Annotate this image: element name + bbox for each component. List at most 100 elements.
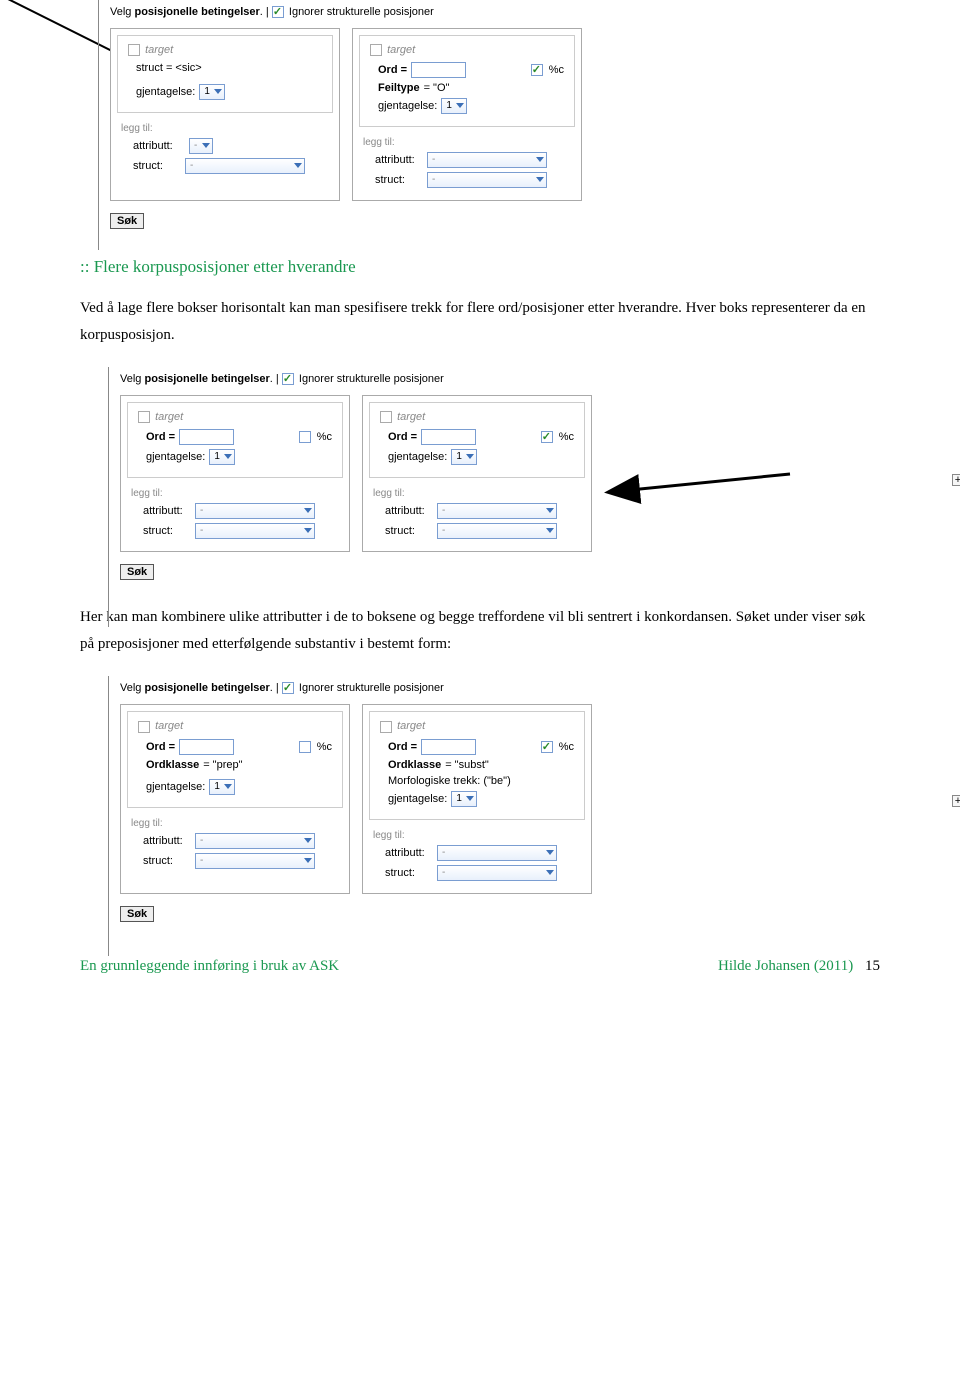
- ord-label: Ord =: [388, 431, 417, 443]
- attributt-label: attributt:: [143, 835, 191, 847]
- pctc-label: %c: [317, 741, 332, 753]
- gjentagelse-label: gjentagelse:: [388, 793, 447, 805]
- gjentagelse-select-3a[interactable]: 1: [209, 779, 235, 795]
- position-box-1a: target struct = <sic> gjentagelse: 1 leg…: [110, 28, 340, 201]
- pctc-checkbox-3a[interactable]: [299, 741, 311, 753]
- target-checkbox-2a[interactable]: [138, 411, 150, 423]
- footer-right: Hilde Johansen (2011): [718, 958, 853, 974]
- struct-select-3b[interactable]: -: [437, 865, 557, 881]
- position-box-2b: target Ord = %c gjentagelse: 1: [362, 395, 592, 552]
- search-panel-3: Velg posisjonelle betingelser. | Ignorer…: [110, 676, 960, 927]
- header-bold: posisjonelle betingelser: [134, 6, 259, 18]
- struct-label: struct:: [385, 525, 433, 537]
- header-suffix: . |: [270, 373, 282, 385]
- target-label: target: [387, 44, 415, 56]
- ord-input-1b[interactable]: [411, 62, 466, 78]
- search-button-1[interactable]: Søk: [110, 213, 144, 229]
- page-number: 15: [865, 958, 880, 974]
- legg-til-label: legg til:: [131, 818, 339, 829]
- attributt-label: attributt:: [143, 505, 191, 517]
- target-label: target: [145, 44, 173, 56]
- attributt-label: attributt:: [385, 847, 433, 859]
- ord-input-2a[interactable]: [179, 429, 234, 445]
- ignore-structural-label: Ignorer strukturelle posisjoner: [299, 373, 444, 385]
- header-prefix: Velg: [110, 6, 134, 18]
- struct-select-2a[interactable]: -: [195, 523, 315, 539]
- pctc-checkbox-3b[interactable]: [541, 741, 553, 753]
- footer-left: En grunnleggende innføring i bruk av ASK: [80, 958, 339, 975]
- add-position-button-3[interactable]: +: [952, 795, 960, 807]
- ord-input-3a[interactable]: [179, 739, 234, 755]
- header-bold: posisjonelle betingelser: [144, 373, 269, 385]
- struct-select-1a[interactable]: -: [185, 158, 305, 174]
- pctc-label: %c: [549, 64, 564, 76]
- ord-input-2b[interactable]: [421, 429, 476, 445]
- pctc-label: %c: [559, 431, 574, 443]
- struct-label: struct:: [143, 525, 191, 537]
- struct-label: struct:: [385, 867, 433, 879]
- gjentagelse-select-1b[interactable]: 1: [441, 98, 467, 114]
- paragraph-2: Her kan man kombinere ulike attributter …: [80, 604, 880, 658]
- header-bold: posisjonelle betingelser: [144, 682, 269, 694]
- attributt-select-2b[interactable]: -: [437, 503, 557, 519]
- morf-trekk-label: Morfologiske trekk: ("be"): [388, 775, 511, 787]
- ignore-structural-label: Ignorer strukturelle posisjoner: [299, 682, 444, 694]
- target-label: target: [155, 411, 183, 423]
- position-box-3a: target Ord = %c Ordklasse = "prep": [120, 704, 350, 893]
- paragraph-1: Ved å lage flere bokser horisontalt kan …: [80, 295, 880, 349]
- attributt-label: attributt:: [375, 154, 423, 166]
- header-suffix: . |: [270, 682, 282, 694]
- pctc-label: %c: [559, 741, 574, 753]
- struct-select-1b[interactable]: -: [427, 172, 547, 188]
- ord-label: Ord =: [146, 741, 175, 753]
- struct-select-3a[interactable]: -: [195, 853, 315, 869]
- pctc-checkbox-2b[interactable]: [541, 431, 553, 443]
- panel-header-row: Velg posisjonelle betingelser. | Ignorer…: [120, 373, 950, 385]
- gjentagelse-select-2a[interactable]: 1: [209, 449, 235, 465]
- panel-header-row: Velg posisjonelle betingelser. | Ignorer…: [120, 682, 950, 694]
- ord-input-3b[interactable]: [421, 739, 476, 755]
- gjentagelse-label: gjentagelse:: [136, 86, 195, 98]
- target-checkbox-3b[interactable]: [380, 721, 392, 733]
- struct-label: struct:: [375, 174, 423, 186]
- attributt-select-1b[interactable]: -: [427, 152, 547, 168]
- ord-label: Ord =: [146, 431, 175, 443]
- ord-label: Ord =: [378, 64, 407, 76]
- gjentagelse-select-1a[interactable]: 1: [199, 84, 225, 100]
- search-button-2[interactable]: Søk: [120, 564, 154, 580]
- ignore-structural-label: Ignorer strukturelle posisjoner: [289, 6, 434, 18]
- target-checkbox-1a[interactable]: [128, 44, 140, 56]
- gjentagelse-select-2b[interactable]: 1: [451, 449, 477, 465]
- gjentagelse-label: gjentagelse:: [146, 451, 205, 463]
- gjentagelse-select-3b[interactable]: 1: [451, 791, 477, 807]
- target-label: target: [155, 720, 183, 732]
- ignore-structural-checkbox[interactable]: [272, 6, 284, 18]
- target-checkbox-3a[interactable]: [138, 721, 150, 733]
- struct-sic-label: struct = <sic>: [136, 62, 202, 74]
- position-box-2a: target Ord = %c gjentagelse: 1: [120, 395, 350, 552]
- attributt-select-2a[interactable]: -: [195, 503, 315, 519]
- target-checkbox-1b[interactable]: [370, 44, 382, 56]
- attributt-select-1a[interactable]: -: [189, 138, 213, 154]
- add-position-button-2[interactable]: +: [952, 474, 960, 486]
- target-label: target: [397, 720, 425, 732]
- attributt-label: attributt:: [385, 505, 433, 517]
- target-checkbox-2b[interactable]: [380, 411, 392, 423]
- gjentagelse-label: gjentagelse:: [146, 781, 205, 793]
- page-footer: En grunnleggende innføring i bruk av ASK…: [80, 958, 880, 975]
- struct-label: struct:: [143, 855, 191, 867]
- ignore-structural-checkbox[interactable]: [282, 682, 294, 694]
- attributt-select-3a[interactable]: -: [195, 833, 315, 849]
- pctc-checkbox-1b[interactable]: [531, 64, 543, 76]
- struct-select-2b[interactable]: -: [437, 523, 557, 539]
- search-button-3[interactable]: Søk: [120, 906, 154, 922]
- legg-til-label: legg til:: [373, 830, 581, 841]
- ordklasse-label: Ordklasse: [146, 759, 199, 771]
- attributt-select-3b[interactable]: -: [437, 845, 557, 861]
- position-box-1b: target Ord = %c Feiltype = "O" gje: [352, 28, 582, 201]
- pctc-checkbox-2a[interactable]: [299, 431, 311, 443]
- search-panel-2: Velg posisjonelle betingelser. | Ignorer…: [110, 367, 960, 586]
- section-title: :: Flere korpusposisjoner etter hverandr…: [80, 257, 880, 277]
- ignore-structural-checkbox[interactable]: [282, 373, 294, 385]
- legg-til-label: legg til:: [373, 488, 581, 499]
